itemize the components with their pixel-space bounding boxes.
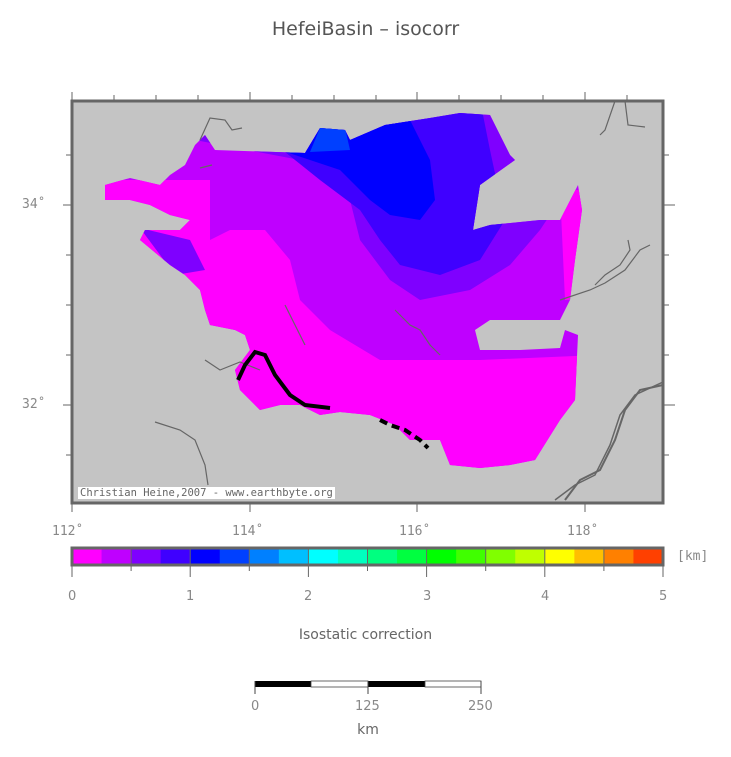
colorbar-tick-label: 4 (541, 589, 550, 604)
colorbar-swatch (426, 548, 457, 565)
map-ticks (63, 92, 675, 512)
colorbar-swatch (337, 548, 368, 565)
colorbar-swatch (515, 548, 546, 565)
colorbar-swatch (633, 548, 664, 565)
lon-label: 112˚ (52, 524, 84, 539)
lon-label: 116˚ (399, 524, 431, 539)
colorbar-title: Isostatic correction (298, 627, 433, 643)
rivers (154, 100, 664, 501)
map-title: HefeiBasin – isocorr (271, 18, 460, 40)
colorbar-swatch (219, 548, 250, 565)
colorbar-unit: [km] (677, 549, 709, 564)
colorbar-tick-label: 5 (659, 589, 668, 604)
scale-label: 250 (468, 699, 493, 714)
colorbar-swatch (278, 548, 309, 565)
scale-label: 125 (355, 699, 380, 714)
scale-bar (254, 680, 482, 694)
lon-label: 114˚ (232, 524, 264, 539)
map-border (70, 99, 665, 505)
colorbar-swatch (603, 548, 634, 565)
colorbar-swatch (397, 548, 428, 565)
colorbar-swatch (367, 548, 398, 565)
colorbar-swatch (308, 548, 339, 565)
credit-label: Christian Heine,2007 - www.earthbyte.org (78, 487, 335, 499)
colorbar-swatch (160, 548, 191, 565)
colorbar-swatch (72, 548, 103, 565)
colorbar-swatch (456, 548, 487, 565)
colorbar-tick-label: 3 (423, 589, 432, 604)
lat-label: 32˚ (22, 397, 46, 412)
colorbar-tick-label: 0 (68, 589, 77, 604)
colorbar (70, 546, 665, 577)
colorbar-swatch (485, 548, 516, 565)
scale-label: 0 (251, 699, 260, 714)
colorbar-swatch (101, 548, 132, 565)
colorbar-swatch (190, 548, 221, 565)
colorbar-swatch (249, 548, 280, 565)
fault-line (236, 349, 430, 450)
lon-label: 118˚ (567, 524, 599, 539)
colorbar-swatch (131, 548, 162, 565)
colorbar-tick-label: 1 (186, 589, 195, 604)
lat-label: 34˚ (22, 197, 46, 212)
colorbar-swatch (544, 548, 575, 565)
colorbar-tick-label: 2 (304, 589, 313, 604)
scale-unit: km (357, 722, 379, 738)
colorbar-swatch (574, 548, 605, 565)
